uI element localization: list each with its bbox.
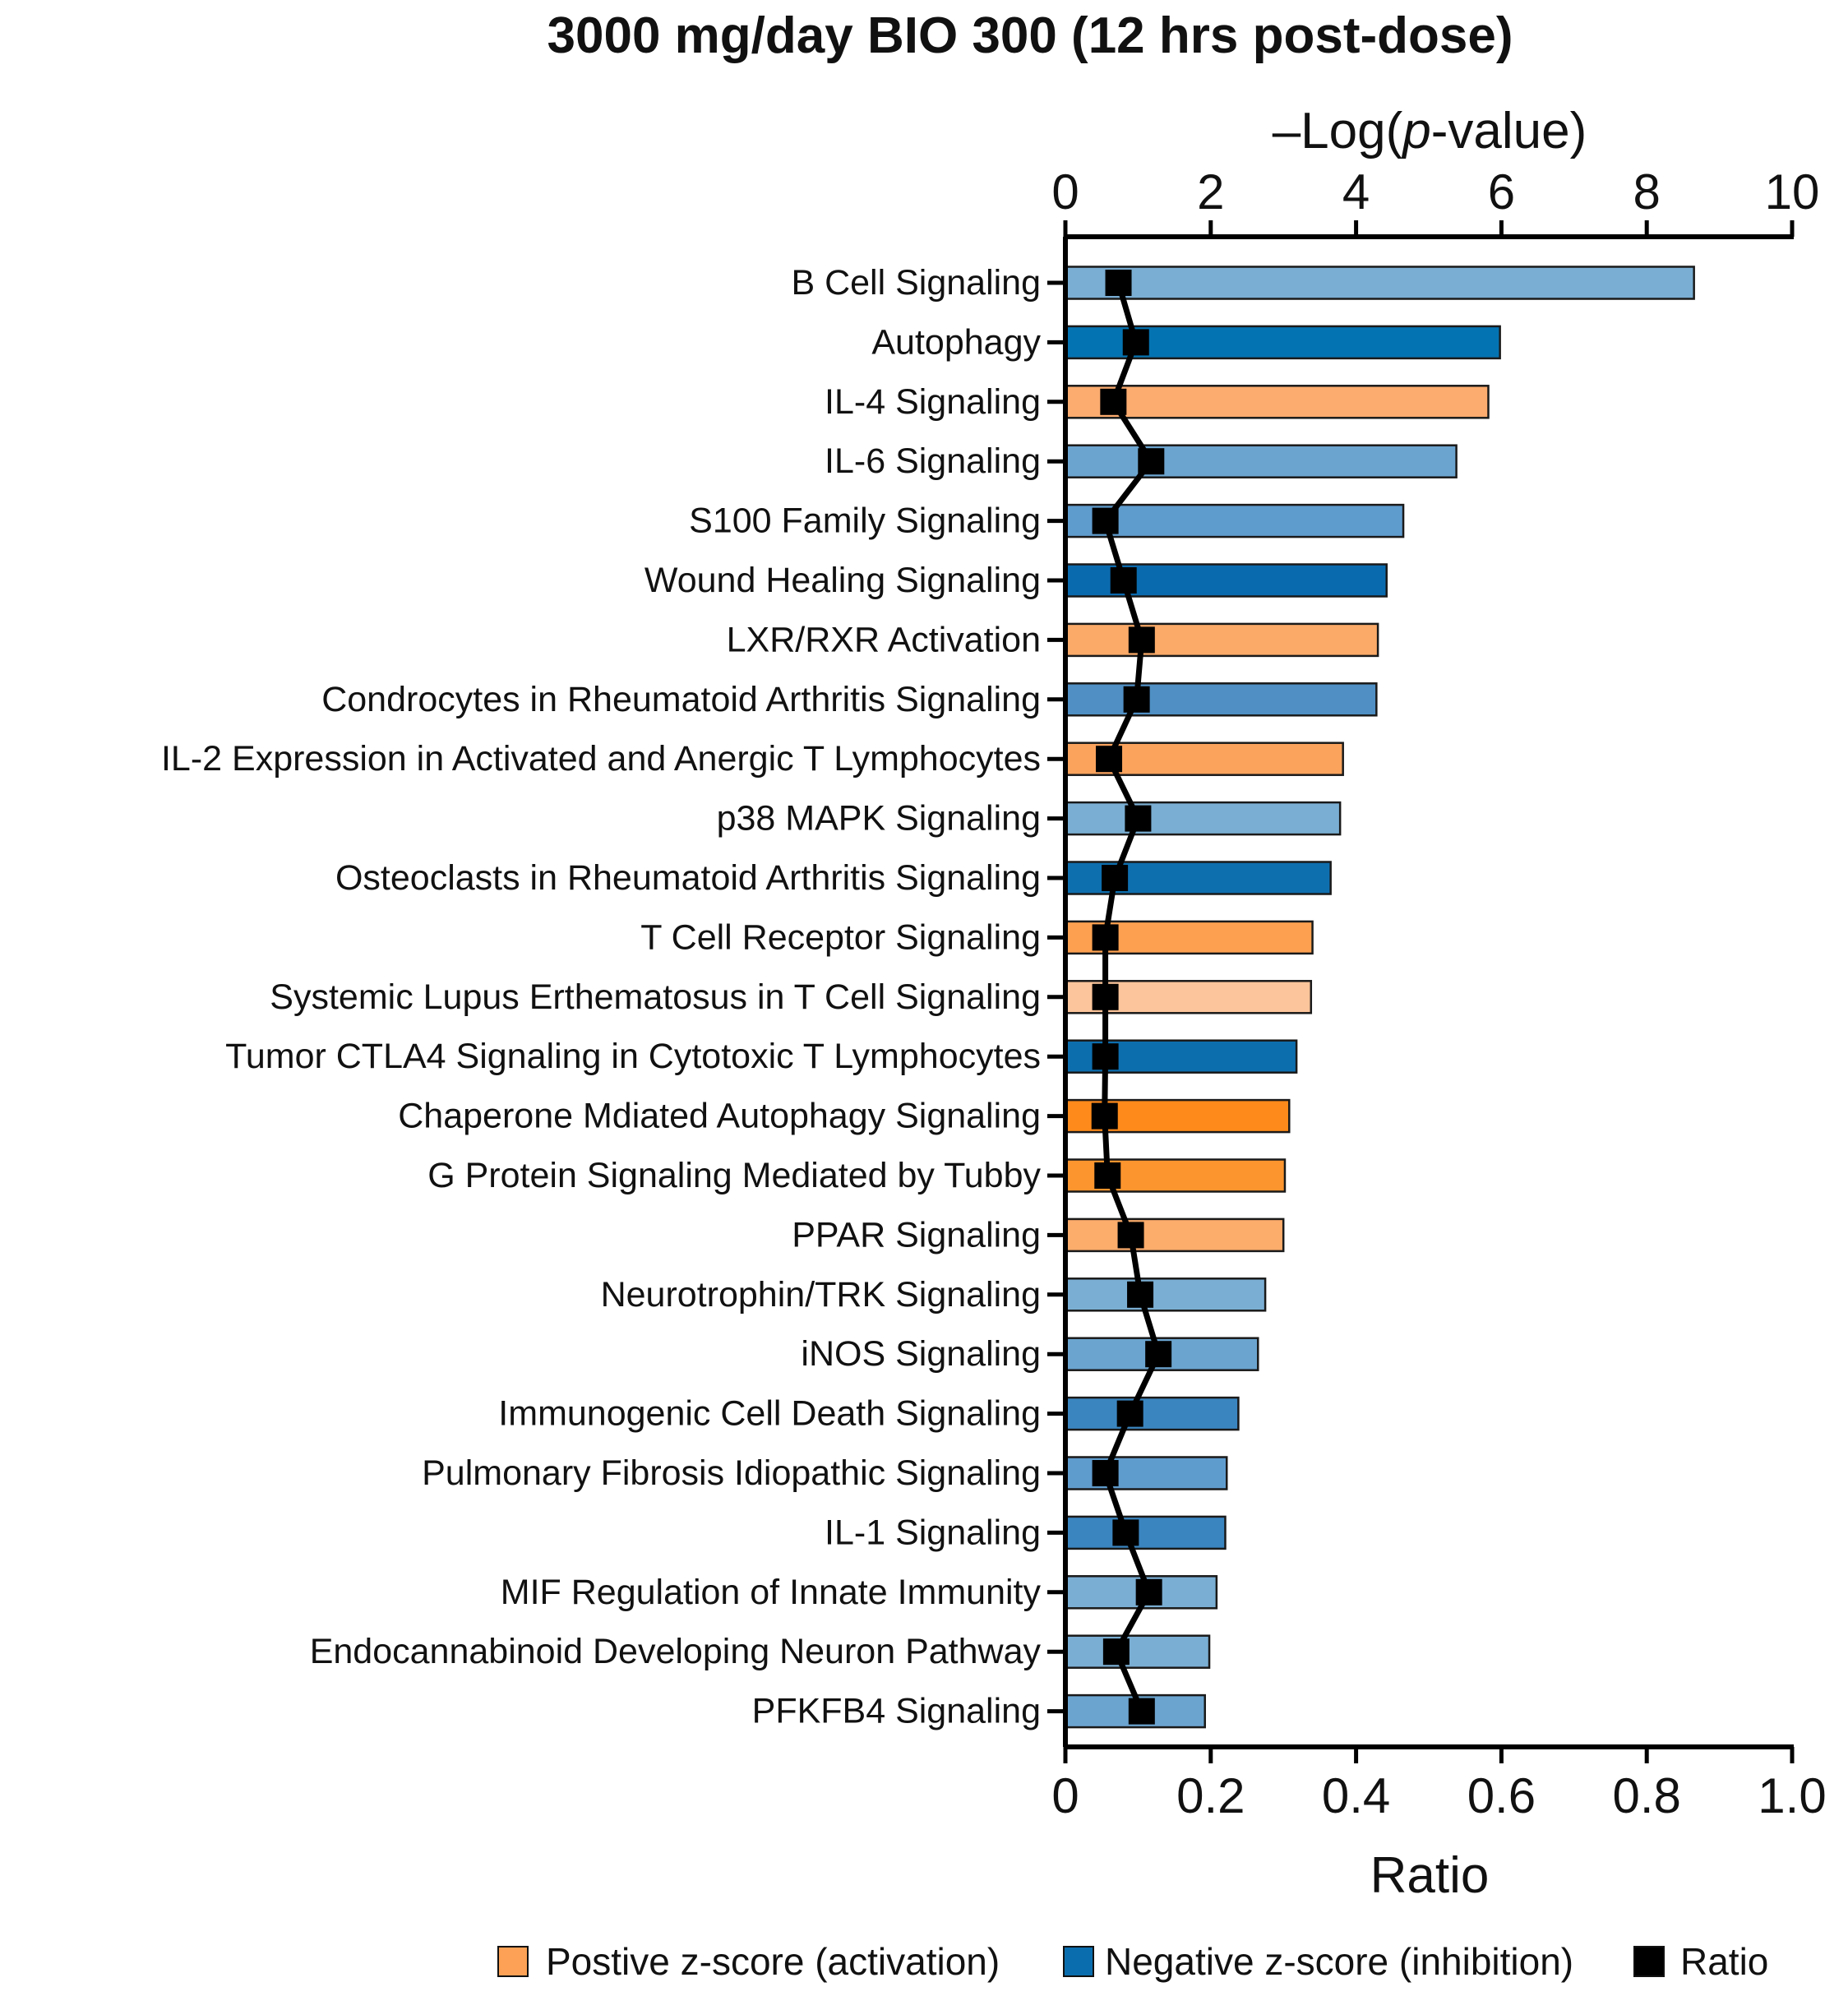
legend-label-ratio: Ratio [1680,1940,1768,1983]
ratio-marker [1092,1043,1119,1070]
ratio-marker [1127,1281,1154,1308]
ratio-marker [1102,1638,1130,1666]
bottom-axis-tick-label: 0 [1051,1768,1079,1823]
category-label: Tumor CTLA4 Signaling in Cytotoxic T Lym… [225,1037,1041,1076]
category-label: Wound Healing Signaling [644,561,1041,600]
ratio-marker [1092,983,1119,1010]
top-axis-tick-label: 4 [1342,164,1370,219]
top-axis-tick-label: 6 [1488,164,1515,219]
bottom-axis-tick-label: 0.6 [1467,1768,1536,1823]
legend-label-negative: Negative z-score (inhibition) [1105,1940,1573,1983]
category-label: Neurotrophin/TRK Signaling [601,1275,1041,1314]
category-label: S100 Family Signaling [689,501,1041,541]
top-axis-tick-label: 10 [1765,164,1820,219]
category-label: Systemic Lupus Erthematosus in T Cell Si… [270,977,1041,1017]
ratio-marker [1105,270,1132,296]
ratio-marker [1116,1400,1143,1427]
category-label: IL-6 Signaling [825,441,1041,481]
ratio-marker [1112,1519,1139,1546]
category-label: Condrocytes in Rheumatoid Arthritis Sign… [321,680,1041,719]
legend: Postive z-score (activation) Negative z-… [497,1940,1768,1983]
category-label: Chaperone Mdiated Autophagy Signaling [398,1097,1041,1136]
top-axis-tick-label: 8 [1633,164,1661,219]
ratio-marker [1092,1460,1119,1486]
bar [1064,266,1695,300]
bottom-axis-tick-label: 1.0 [1758,1768,1826,1823]
ratio-marker [1091,1102,1118,1130]
top-axis-label: –Log(p-value) [1273,103,1587,159]
ratio-marker [1100,388,1127,415]
legend-swatch-negative [1063,1946,1094,1977]
ratio-marker [1145,1341,1172,1368]
category-label: IL-4 Signaling [825,382,1041,422]
bar [1064,1634,1211,1669]
top-axis-label-suffix: -value) [1431,103,1587,159]
category-label: B Cell Signaling [791,263,1041,303]
category-label: LXR/RXR Activation [727,620,1041,659]
bottom-axis-tick-label: 0.4 [1322,1768,1390,1823]
bar [1064,1217,1285,1253]
bar [1064,503,1405,538]
category-labels: B Cell Signaling Autophagy IL-4 Signaling I… [161,263,1042,1731]
category-label: Endocannabinoid Developing Neuron Pathwa… [310,1632,1042,1671]
category-label: Autophagy [871,322,1041,362]
ratio-marker [1123,686,1150,713]
top-axis-label-prefix: –Log( [1273,103,1403,159]
bar [1064,385,1490,419]
category-label: G Protein Signaling Mediated by Tubby [427,1156,1041,1195]
category-label: iNOS Signaling [801,1334,1041,1374]
ratio-layer [1091,270,1172,1725]
bar [1064,1456,1228,1490]
bar [1064,1278,1267,1312]
ratio-marker [1138,448,1165,475]
top-axis-tick-label: 2 [1197,164,1224,219]
bar [1064,801,1342,836]
ratio-marker [1128,1698,1155,1725]
ratio-marker [1102,865,1129,891]
legend-label-positive: Postive z-score (activation) [546,1940,1000,1983]
bars-layer [1064,266,1695,1729]
category-label: MIF Regulation of Innate Immunity [501,1573,1042,1612]
category-label: Pulmonary Fibrosis Idiopathic Signaling [422,1453,1041,1493]
category-label: PFKFB4 Signaling [752,1692,1041,1731]
category-label: IL-1 Signaling [825,1513,1041,1552]
ratio-marker [1128,626,1155,654]
top-axis-tick-label: 0 [1051,164,1079,219]
legend-swatch-positive [497,1946,529,1977]
bottom-axis-label: Ratio [1370,1847,1490,1904]
ratio-marker [1125,805,1152,832]
ratio-marker [1122,329,1149,356]
category-label: IL-2 Expression in Activated and Anergic… [161,739,1041,779]
category-label: PPAR Signaling [792,1215,1041,1254]
category-label: Immunogenic Cell Death Signaling [498,1394,1041,1434]
ratio-marker [1117,1222,1144,1249]
ratio-marker [1094,1162,1121,1189]
category-label: p38 MAPK Signaling [717,799,1041,839]
ratio-marker [1110,567,1137,594]
top-axis-label-italic: p [1401,103,1430,159]
bar [1064,444,1458,478]
legend-swatch-ratio [1633,1946,1665,1977]
bar [1064,1396,1240,1431]
bar [1064,682,1378,717]
chart-title: 3000 mg/day BIO 300 (12 hrs post-dose) [547,7,1513,64]
ratio-marker [1135,1578,1162,1606]
ratio-marker [1092,924,1119,951]
axes-layer: 0 2 4 6 8 10 0 0.2 0.4 0.6 0.8 1.0 [1047,164,1827,1823]
bar [1064,1515,1227,1550]
bar [1064,622,1379,658]
ratio-marker [1096,746,1123,773]
bottom-axis-tick-label: 0.8 [1612,1768,1680,1823]
ratio-marker [1092,507,1119,534]
category-label: Osteoclasts in Rheumatoid Arthritis Sign… [335,858,1041,898]
bottom-axis-tick-label: 0.2 [1176,1768,1245,1823]
category-label: T Cell Receptor Signaling [640,917,1041,957]
